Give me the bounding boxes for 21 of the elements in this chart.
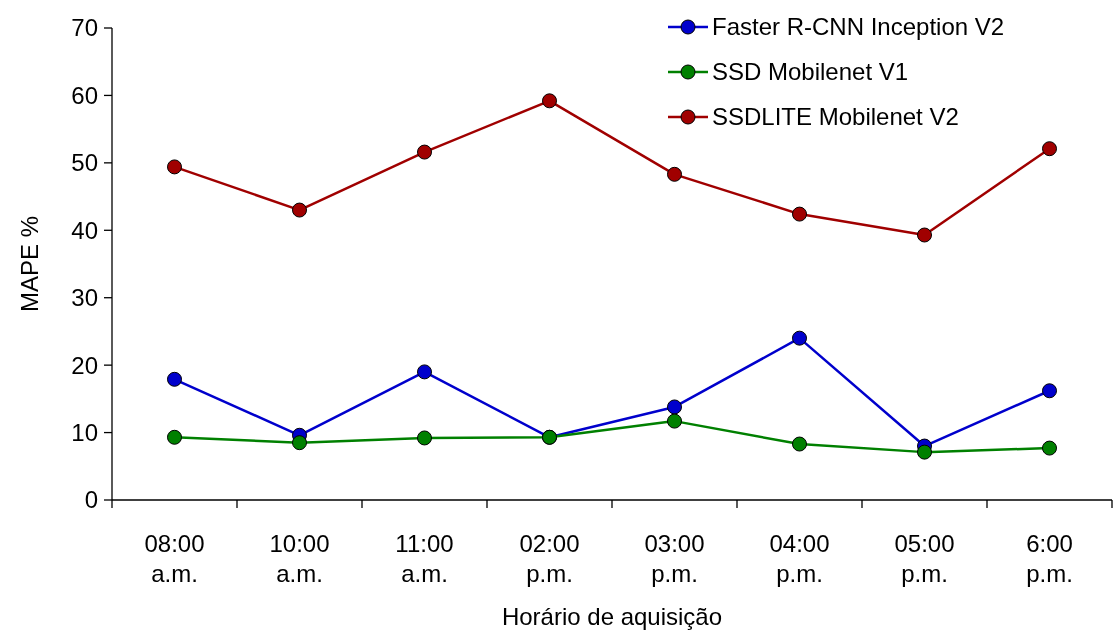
y-tick-label: 60 bbox=[71, 81, 98, 109]
y-tick-label: 70 bbox=[71, 14, 98, 42]
x-tick-label: 08:00 a.m. bbox=[144, 530, 205, 587]
x-tick-label: 11:00 a.m. bbox=[395, 530, 454, 587]
y-tick-label: 0 bbox=[84, 486, 98, 514]
x-tick-label: 10:00 a.m. bbox=[269, 530, 330, 587]
y-tick-label: 40 bbox=[71, 216, 98, 244]
legend-label: SSD Mobilenet V1 bbox=[712, 58, 909, 86]
x-tick-label: 02:00 p.m. bbox=[519, 530, 580, 587]
y-axis-title: MAPE % bbox=[16, 215, 43, 313]
y-tick-label: 10 bbox=[71, 418, 98, 446]
legend-label: Faster R-CNN Inception V2 bbox=[712, 13, 1005, 41]
x-tick-label: 05:00 p.m. bbox=[894, 530, 955, 587]
y-tick-label: 50 bbox=[71, 149, 98, 177]
y-tick-label: 20 bbox=[71, 351, 98, 379]
x-tick-label: 04:00 p.m. bbox=[769, 530, 830, 587]
x-tick-label: 03:00 p.m. bbox=[644, 530, 705, 587]
y-tick-label: 30 bbox=[71, 284, 98, 312]
x-axis-title: Horário de aquisição bbox=[501, 603, 723, 630]
legend-label: SSDLITE Mobilenet V2 bbox=[712, 103, 959, 131]
x-tick-label: 6:00 p.m. bbox=[1026, 530, 1073, 587]
